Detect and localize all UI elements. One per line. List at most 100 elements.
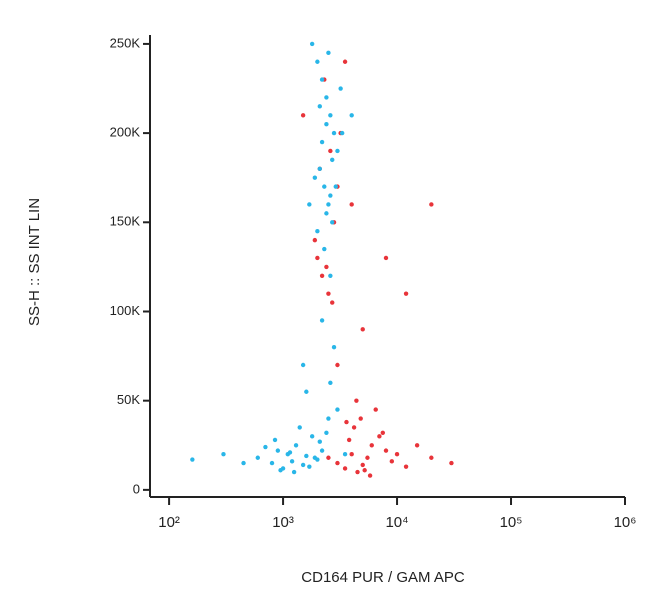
point: [335, 148, 340, 154]
point: [319, 273, 325, 279]
point: [263, 444, 268, 450]
x-tick-label: 10⁶: [614, 514, 637, 531]
point: [377, 434, 382, 439]
point: [349, 451, 354, 457]
point: [319, 139, 325, 145]
point: [324, 264, 329, 270]
point: [333, 184, 338, 189]
point: [383, 255, 389, 261]
point: [346, 437, 352, 443]
point: [338, 86, 343, 91]
point: [272, 437, 278, 443]
point: [309, 41, 315, 47]
point: [349, 113, 354, 118]
point: [300, 113, 306, 118]
point: [255, 455, 260, 460]
point: [275, 448, 281, 453]
point: [335, 362, 340, 368]
point: [403, 464, 409, 469]
point: [429, 455, 434, 460]
point: [278, 468, 283, 473]
point: [326, 202, 331, 207]
point: [360, 462, 365, 468]
point: [330, 220, 335, 225]
point: [328, 380, 333, 386]
point: [190, 457, 195, 462]
point: [403, 291, 409, 296]
point: [339, 130, 345, 136]
point: [331, 130, 337, 136]
point: [365, 455, 370, 460]
point: [324, 95, 329, 100]
y-tick-label: 200K: [110, 125, 141, 140]
point: [331, 344, 337, 350]
point: [317, 104, 322, 109]
point: [355, 469, 360, 475]
x-tick-label: 10²: [158, 514, 180, 531]
point: [315, 229, 320, 234]
point: [304, 453, 309, 459]
point: [326, 50, 331, 56]
point: [221, 451, 226, 457]
point: [304, 389, 309, 394]
point: [307, 464, 312, 469]
point: [293, 443, 299, 448]
point: [328, 148, 333, 154]
point: [319, 448, 325, 453]
point: [330, 157, 335, 163]
point: [330, 300, 335, 305]
point: [322, 246, 327, 252]
point: [319, 77, 325, 82]
point: [312, 175, 318, 180]
x-tick-label: 10³: [272, 514, 294, 531]
point: [351, 425, 357, 430]
point: [354, 398, 359, 403]
point: [349, 202, 354, 207]
point: [335, 407, 340, 412]
point: [324, 430, 329, 435]
point: [297, 425, 302, 430]
point: [312, 237, 318, 243]
point: [326, 416, 331, 421]
y-axis-title: SS-H :: SS INT LIN: [26, 198, 43, 326]
y-tick-label: 0: [133, 481, 140, 496]
point: [307, 202, 312, 207]
point: [360, 327, 365, 332]
point: [324, 211, 329, 216]
y-tick-label: 50K: [117, 392, 140, 407]
point: [291, 469, 297, 475]
point: [342, 59, 348, 64]
point: [449, 460, 454, 466]
y-tick-label: 250K: [110, 35, 141, 50]
point: [380, 430, 386, 435]
point: [414, 443, 420, 448]
point: [317, 439, 322, 444]
point: [369, 443, 374, 448]
point: [312, 455, 318, 460]
point: [367, 473, 373, 478]
point: [309, 434, 315, 439]
point: [317, 166, 322, 171]
point: [344, 419, 349, 425]
point: [287, 450, 293, 455]
y-tick-label: 150K: [110, 214, 141, 229]
point: [241, 460, 246, 466]
point: [383, 448, 389, 453]
point: [328, 273, 333, 279]
point: [315, 255, 320, 261]
point: [319, 318, 325, 323]
point: [358, 416, 363, 421]
point: [322, 184, 327, 189]
point: [342, 466, 348, 471]
point: [328, 193, 333, 198]
point: [326, 291, 331, 296]
point: [335, 460, 340, 466]
point: [324, 121, 329, 127]
point: [326, 455, 331, 460]
point: [300, 362, 306, 368]
point: [342, 451, 348, 457]
point: [315, 59, 320, 64]
point: [289, 459, 295, 464]
point: [394, 451, 400, 457]
